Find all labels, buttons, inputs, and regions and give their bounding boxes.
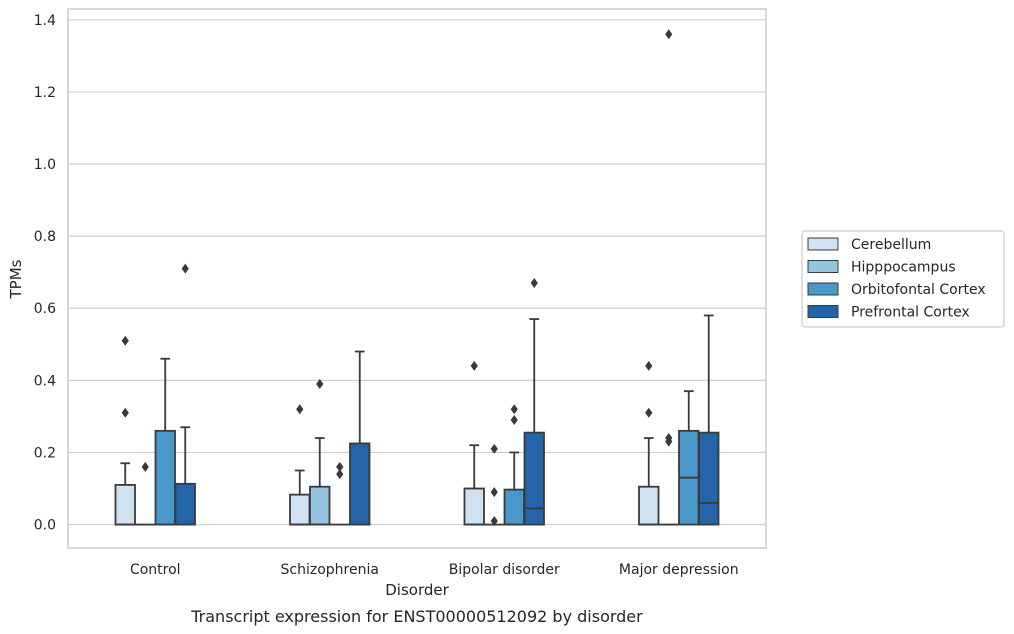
box-body [174, 482, 196, 526]
box-cerebellum [463, 360, 485, 526]
box-prefrontal-cortex [349, 350, 371, 526]
box-body [463, 487, 485, 526]
x-tick-label: Control [130, 562, 181, 578]
legend-label: Cerebellum [851, 237, 931, 253]
legend-label: Prefrontal Cortex [851, 305, 970, 321]
outlier-point [121, 335, 129, 346]
box-cerebellum [638, 360, 660, 526]
outlier-point [645, 407, 653, 418]
x-tick-label: Major depression [619, 562, 739, 578]
outlier-point [490, 487, 498, 498]
outlier-point [336, 469, 344, 480]
y-tick-label: 0.2 [34, 445, 56, 461]
y-tick-label: 1.2 [34, 85, 56, 101]
box-body [523, 431, 545, 526]
outlier-point [665, 433, 673, 444]
outlier-point [665, 29, 673, 40]
outlier-point [490, 515, 498, 526]
y-tick-label: 1.4 [34, 13, 56, 29]
legend-label: Orbitofontal Cortex [851, 282, 986, 298]
x-tick-label: Schizophrenia [281, 562, 379, 578]
y-tick-label: 0.4 [34, 373, 56, 389]
outlier-point [510, 404, 518, 415]
outlier-point [470, 360, 478, 371]
legend-frame [801, 230, 1005, 328]
y-axis-label: TPMs [7, 259, 25, 299]
box-prefrontal-cortex [174, 263, 196, 526]
chart-caption: Transcript expression for ENST0000051209… [190, 607, 643, 626]
legend: Cerebellum Hipppocampus Orbitofontal Corte… [801, 230, 1005, 328]
box-plot-series [114, 29, 720, 526]
legend-label: Hipppocampus [851, 260, 956, 276]
outlier-point [510, 415, 518, 426]
box-orbitofontal-cortex [678, 390, 700, 526]
box-hipppocampus [659, 29, 679, 526]
legend-swatch [807, 282, 839, 296]
outlier-point [336, 461, 344, 472]
box-cerebellum [114, 335, 136, 526]
x-axis-ticks: Control Schizophrenia Bipolar disorder Majo… [130, 562, 739, 578]
y-tick-label: 0.8 [34, 229, 56, 245]
outlier-point [645, 360, 653, 371]
y-tick-label: 0.6 [34, 301, 56, 317]
box-body [503, 488, 525, 526]
outlier-point [530, 278, 538, 289]
box-body [698, 431, 720, 526]
y-tick-label: 1.0 [34, 157, 56, 173]
legend-swatch [807, 305, 839, 318]
outlier-point [121, 407, 129, 418]
box-prefrontal-cortex [523, 278, 545, 526]
x-axis-label: Disorder [385, 581, 449, 599]
y-tick-label: 0.0 [34, 518, 56, 534]
legend-swatch [807, 260, 839, 273]
y-axis-ticks: 0.0 0.2 0.4 0.6 0.8 1.0 1.2 1.4 [34, 13, 56, 534]
box-body [309, 485, 331, 526]
outlier-point [296, 404, 304, 415]
outlier-point [316, 378, 324, 389]
box-body [114, 484, 136, 526]
box-hipppocampus [135, 461, 155, 526]
plot-frame [67, 8, 767, 549]
box-body [638, 485, 660, 526]
outlier-point [490, 443, 498, 454]
box-body [154, 429, 176, 526]
box-orbitofontal-cortex [154, 357, 176, 526]
box-prefrontal-cortex [698, 314, 720, 526]
outlier-point [141, 461, 149, 472]
outlier-point [181, 263, 189, 274]
box-body [349, 442, 371, 526]
box-orbitofontal-cortex [330, 461, 350, 526]
x-tick-label: Bipolar disorder [449, 562, 560, 578]
legend-swatch [807, 237, 839, 251]
box-body [289, 493, 311, 526]
box-hipppocampus [484, 443, 504, 526]
box-hipppocampus [309, 378, 331, 526]
